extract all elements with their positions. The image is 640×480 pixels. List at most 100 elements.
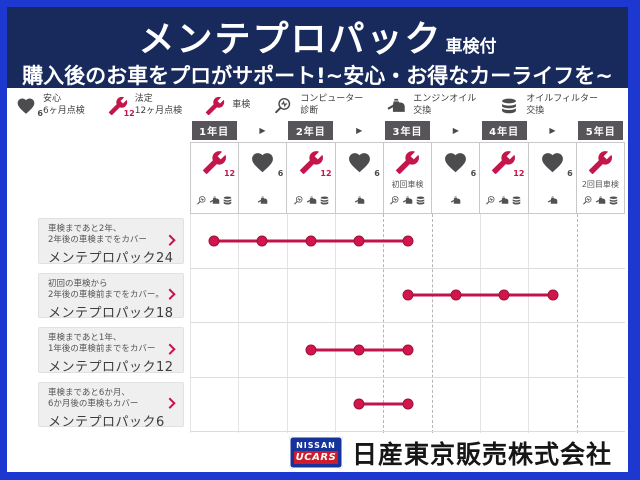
- year-badge-2: 2年目: [288, 121, 334, 140]
- grid-column-8: 6: [527, 143, 576, 213]
- legend-item-oil-filter: オイルフィルター 交換: [499, 94, 598, 117]
- header-banner: メンテプロパック 車検付 購入後のお車をプロがサポート!~安心・お得なカーライフ…: [7, 7, 628, 88]
- arrow-right-icon: ▶: [259, 125, 266, 135]
- chart-row-メンテプロパック18: [190, 269, 625, 323]
- heart-icon: 6: [540, 150, 573, 181]
- legend-item-6month-check: 6 安心 6ヶ月点検: [16, 94, 85, 118]
- legend-bar: 6 安心 6ヶ月点検 12 法定 12ヶ月点検 車検 コンピューター 診断 エンジンオ…: [16, 91, 624, 121]
- oil-can-icon: [354, 195, 365, 206]
- grid-column-6: 6: [431, 143, 479, 213]
- chart-gridline: [383, 214, 385, 433]
- coverage-dot: [402, 289, 413, 301]
- coverage-dot: [498, 289, 510, 301]
- legend-label: オイルフィルター 交換: [526, 94, 599, 116]
- coverage-dot: [208, 235, 220, 247]
- grid-column-7: 12: [479, 143, 527, 213]
- pack-mentepro-pack-18[interactable]: 初回の車検から 2年後の車検前までをカバー。 メンテプロパック18: [38, 272, 184, 321]
- chart-gridline: [528, 214, 530, 433]
- chart-gridline: [190, 214, 191, 433]
- footer: NISSAN UCARS 日産東京販売株式会社: [7, 433, 628, 472]
- coverage-dot: [450, 289, 462, 301]
- pack-sidebar: 車検まであと2年、 2年後の車検までをカバー メンテプロパック24 初回の車検か…: [38, 214, 184, 433]
- page-subtitle: 購入後のお車をプロがサポート!~安心・お得なカーライフを~: [22, 64, 613, 88]
- pack-mentepro-pack-6[interactable]: 車検まであと6か月、 6か月後の車検もカバー メンテプロパック6: [38, 381, 184, 430]
- oil-can-icon: [386, 96, 406, 116]
- diagnosis-magnifier-icon: [293, 195, 304, 206]
- chart-gridline: [334, 214, 336, 433]
- heart-icon: 6: [16, 96, 43, 118]
- legend-label: 安心 6ヶ月点検: [43, 94, 85, 116]
- coverage-dot: [402, 235, 413, 247]
- chart-row-メンテプロパック12: [190, 323, 625, 378]
- arrow-right-icon: ▶: [549, 125, 556, 135]
- oil-can-icon: [547, 195, 558, 206]
- oil-filter-icon: [319, 195, 330, 206]
- year-badge-5: 5年目: [578, 121, 624, 140]
- page-title: メンテプロパック: [138, 19, 443, 60]
- coverage-dot: [256, 235, 268, 247]
- diagnosis-magnifier-icon: [485, 195, 496, 206]
- grid-column-1: 12: [191, 143, 238, 213]
- year-badge-1: 1年目: [191, 121, 237, 140]
- chart-gridline: [431, 214, 433, 433]
- pack-mentepro-pack-12[interactable]: 車検まであと1年、 1年後の車検前までをカバー メンテプロパック12: [38, 327, 184, 375]
- year-badge-3: 3年目: [384, 121, 430, 140]
- diagnosis-magnifier-icon: [273, 96, 293, 116]
- oil-filter-icon: [222, 195, 233, 206]
- oil-can-icon: [498, 195, 509, 206]
- wrench-12-icon: 12: [299, 150, 332, 181]
- coverage-dot: [305, 235, 317, 247]
- oil-can-icon: [306, 195, 317, 206]
- chevron-right-icon: [164, 397, 176, 410]
- oil-can-icon: [209, 195, 220, 206]
- diagnosis-magnifier-icon: [582, 195, 593, 206]
- chart-gridline: [238, 214, 240, 433]
- coverage-dot: [402, 398, 413, 410]
- wrench-12-icon: 12: [491, 150, 524, 181]
- coverage-line: [359, 402, 408, 406]
- year-timeline: 1年目 ▶ 2年目 ▶ 3年目 ▶ 4年目 ▶ 5年目: [190, 121, 625, 140]
- chart-row-メンテプロパック24: [190, 214, 625, 269]
- heart-icon: 6: [250, 150, 283, 181]
- oil-can-icon: [257, 195, 268, 206]
- legend-item-engine-oil: エンジンオイル 交換: [386, 94, 476, 117]
- oil-filter-icon: [608, 195, 619, 206]
- wrench-icon: [395, 150, 420, 181]
- legend-label: コンピューター 診断: [300, 94, 364, 116]
- grid-column-3: 12: [286, 143, 334, 213]
- legend-item-computer-diagnosis: コンピューター 診断: [273, 94, 363, 117]
- grid-column-5-first-shaken: 初回車検: [382, 143, 431, 213]
- grid-column-2: 6: [238, 143, 286, 213]
- coverage-dot: [402, 344, 413, 356]
- chart-gridline: [286, 214, 288, 433]
- wrench-icon: [588, 150, 613, 181]
- legend-item-12month-check: 12 法定 12ヶ月点検: [108, 94, 182, 118]
- coverage-dot: [547, 289, 558, 301]
- pack-mentepro-pack-24[interactable]: 車検まであと2年、 2年後の車検までをカバー メンテプロパック24: [38, 218, 184, 266]
- legend-label: 車検: [232, 100, 251, 111]
- chevron-right-icon: [164, 234, 176, 246]
- oil-can-icon: [595, 195, 606, 206]
- nissan-ucars-logo: NISSAN UCARS: [288, 436, 343, 469]
- ucars-logo-text: UCARS: [293, 451, 338, 465]
- diagnosis-magnifier-icon: [389, 195, 400, 206]
- chart-row-メンテプロパック6: [190, 378, 625, 432]
- oil-can-icon: [450, 195, 461, 206]
- grid-column-4: 6: [334, 143, 383, 213]
- oil-can-icon: [402, 195, 413, 206]
- chevron-right-icon: [164, 288, 176, 301]
- diagnosis-magnifier-icon: [196, 195, 207, 206]
- chevron-right-icon: [164, 343, 176, 355]
- arrow-right-icon: ▶: [452, 125, 459, 135]
- grid-column-9-second-shaken: 2回目車検: [575, 143, 624, 213]
- heart-icon: 6: [347, 150, 380, 181]
- legend-label: エンジンオイル 交換: [413, 94, 477, 116]
- wrench-12-icon: 12: [108, 96, 135, 118]
- wrench-icon: [205, 96, 225, 116]
- title-row: メンテプロパック 車検付: [7, 7, 628, 58]
- chart-gridline: [479, 214, 481, 433]
- legend-item-shaken: 車検: [205, 96, 250, 116]
- chart-gridline: [576, 214, 578, 433]
- arrow-right-icon: ▶: [356, 125, 363, 135]
